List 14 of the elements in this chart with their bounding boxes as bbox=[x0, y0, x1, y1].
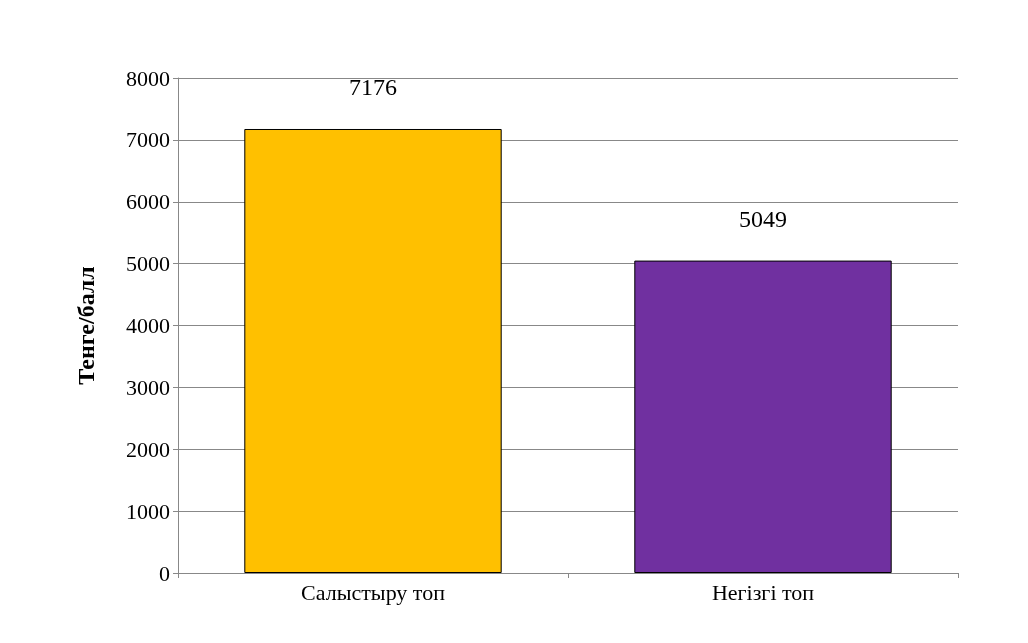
y-tick-label: 7000 bbox=[126, 127, 170, 153]
data-label: 7176 bbox=[349, 73, 397, 100]
y-tick-label: 2000 bbox=[126, 436, 170, 462]
y-tick-label: 4000 bbox=[126, 313, 170, 338]
y-tick-label: 5000 bbox=[126, 251, 170, 277]
y-axis-title: Тенге/балл bbox=[73, 266, 99, 385]
y-tick-label: 3000 bbox=[126, 374, 170, 400]
y-tick-label: 0 bbox=[159, 560, 170, 586]
x-tick-label: Салыстыру топ bbox=[301, 579, 446, 605]
y-tick-label: 8000 bbox=[126, 65, 170, 91]
x-tick-label: Негізгі топ bbox=[711, 579, 815, 605]
data-label: 5049 bbox=[739, 205, 787, 232]
y-tick-label: 6000 bbox=[126, 189, 170, 215]
y-tick-label: 1000 bbox=[126, 498, 170, 524]
